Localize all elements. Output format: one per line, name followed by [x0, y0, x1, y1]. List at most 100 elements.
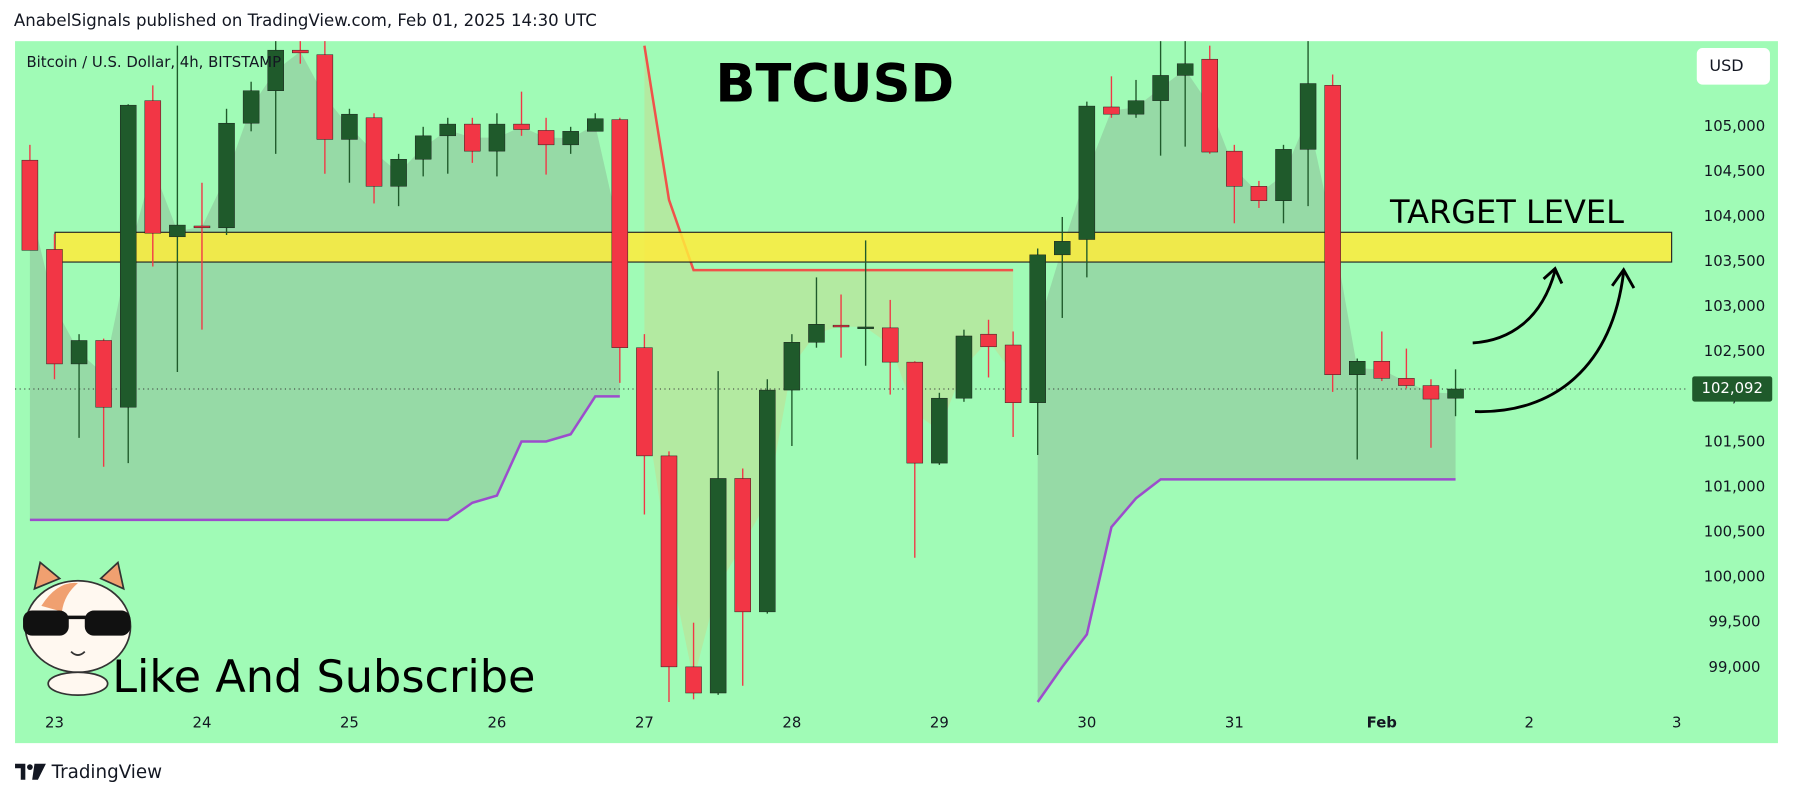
- x-tick-label: 30: [1077, 714, 1096, 732]
- y-tick-label: 105,000: [1704, 117, 1765, 135]
- x-tick-label: 27: [635, 714, 654, 732]
- candle-body: [414, 135, 432, 160]
- candle-body: [218, 122, 235, 229]
- x-tick-label: 26: [487, 714, 506, 732]
- y-tick-label: 101,000: [1704, 477, 1765, 495]
- candle-body: [1103, 106, 1120, 115]
- candle-body: [537, 130, 555, 146]
- subscribe-annotation: Like And Subscribe: [112, 651, 535, 703]
- candle-body: [21, 159, 39, 251]
- candle-body: [1250, 186, 1268, 201]
- x-tick-label: 25: [340, 714, 359, 732]
- candle-body: [292, 49, 309, 54]
- trend-fill: [29, 51, 620, 520]
- candle-body: [587, 118, 604, 132]
- candle-body: [955, 335, 973, 399]
- candle-body: [906, 361, 924, 464]
- y-tick-label: 103,500: [1704, 252, 1765, 270]
- cat-mascot: [23, 560, 132, 696]
- candle-body: [881, 327, 899, 363]
- candle-body: [242, 90, 260, 124]
- candle-body: [660, 455, 678, 668]
- trend-line: [643, 45, 1014, 272]
- publish-header: AnabelSignals published on TradingView.c…: [14, 11, 597, 30]
- arrow: [1474, 271, 1626, 414]
- y-tick-label: 100,000: [1704, 568, 1765, 586]
- candle-body: [1176, 63, 1194, 76]
- candle-body: [365, 117, 383, 187]
- candle-body: [857, 326, 874, 329]
- candle-body: [1078, 105, 1096, 240]
- currency-button[interactable]: [1696, 48, 1770, 85]
- y-tick-label: 103,000: [1704, 297, 1765, 315]
- candle-body: [513, 123, 530, 130]
- candle-body: [169, 224, 186, 238]
- candle-body: [193, 225, 211, 229]
- y-tick-label: 104,500: [1704, 162, 1765, 180]
- target-annotation: TARGET LEVEL: [1389, 193, 1624, 231]
- candle-body: [759, 389, 776, 613]
- chart-title: BTCUSD: [715, 54, 954, 115]
- candle-body: [562, 131, 579, 146]
- last-price-label: 102,092: [1702, 379, 1763, 397]
- arrow-head: [1542, 266, 1564, 285]
- x-tick-label: 2: [1525, 714, 1534, 732]
- tradingview-logo: [15, 763, 46, 780]
- candle-body: [1299, 83, 1317, 150]
- chart-panel: [15, 41, 1778, 744]
- y-tick-label: 101,500: [1704, 432, 1765, 450]
- candle-body: [980, 333, 997, 348]
- candle-body: [70, 340, 88, 365]
- candle-body: [709, 478, 727, 694]
- y-tick-label: 99,500: [1709, 613, 1761, 631]
- candle-body: [685, 666, 702, 694]
- candle-body: [316, 54, 334, 140]
- y-tick-label: 102,500: [1704, 342, 1765, 360]
- candle-body: [1447, 388, 1464, 399]
- candle-body: [1373, 360, 1391, 379]
- footer-brand: TradingView: [51, 762, 163, 783]
- candle-body: [439, 123, 456, 137]
- x-tick-label: 28: [782, 714, 801, 732]
- symbol-subtitle: Bitcoin / U.S. Dollar, 4h, BITSTAMP: [26, 53, 281, 71]
- candle-body: [1275, 149, 1292, 201]
- candle-body: [1349, 360, 1366, 375]
- trend-fill: [1037, 69, 1456, 703]
- candle-body: [464, 123, 481, 152]
- candle-body: [1201, 58, 1218, 153]
- x-tick-label: 23: [45, 714, 64, 732]
- x-tick-label: 29: [930, 714, 949, 732]
- candle-body: [95, 340, 112, 408]
- candle-body: [341, 113, 358, 140]
- y-tick-label: 104,000: [1704, 207, 1765, 225]
- last-price-tag: [1692, 376, 1773, 402]
- y-tick-label: 100,500: [1704, 523, 1765, 541]
- candle-body: [931, 397, 948, 464]
- candle-body: [1004, 344, 1022, 403]
- trend-line: [29, 395, 620, 522]
- currency-label[interactable]: USD: [1709, 56, 1743, 75]
- candle-body: [832, 324, 850, 328]
- candle-body: [1226, 150, 1243, 187]
- candle-body: [267, 49, 284, 91]
- x-tick-label: 24: [193, 714, 212, 732]
- x-tick-label: 31: [1225, 714, 1244, 732]
- candle-body: [390, 159, 407, 187]
- x-tick-label: 3: [1672, 714, 1681, 732]
- candle-body: [1029, 254, 1046, 403]
- candle-body: [1054, 241, 1071, 256]
- candle-body: [144, 100, 162, 234]
- y-tick-label: 99,000: [1709, 658, 1761, 676]
- candle-body: [1152, 75, 1169, 101]
- candle-body: [488, 123, 506, 152]
- x-tick-label: Feb: [1367, 714, 1397, 732]
- plot-layer: [15, 41, 1687, 703]
- target-zone: [54, 231, 1673, 263]
- trend-line: [1036, 478, 1456, 703]
- candle-body: [1127, 100, 1145, 115]
- candle-body: [636, 347, 653, 457]
- candle-body: [1422, 385, 1440, 400]
- candle-body: [119, 104, 137, 408]
